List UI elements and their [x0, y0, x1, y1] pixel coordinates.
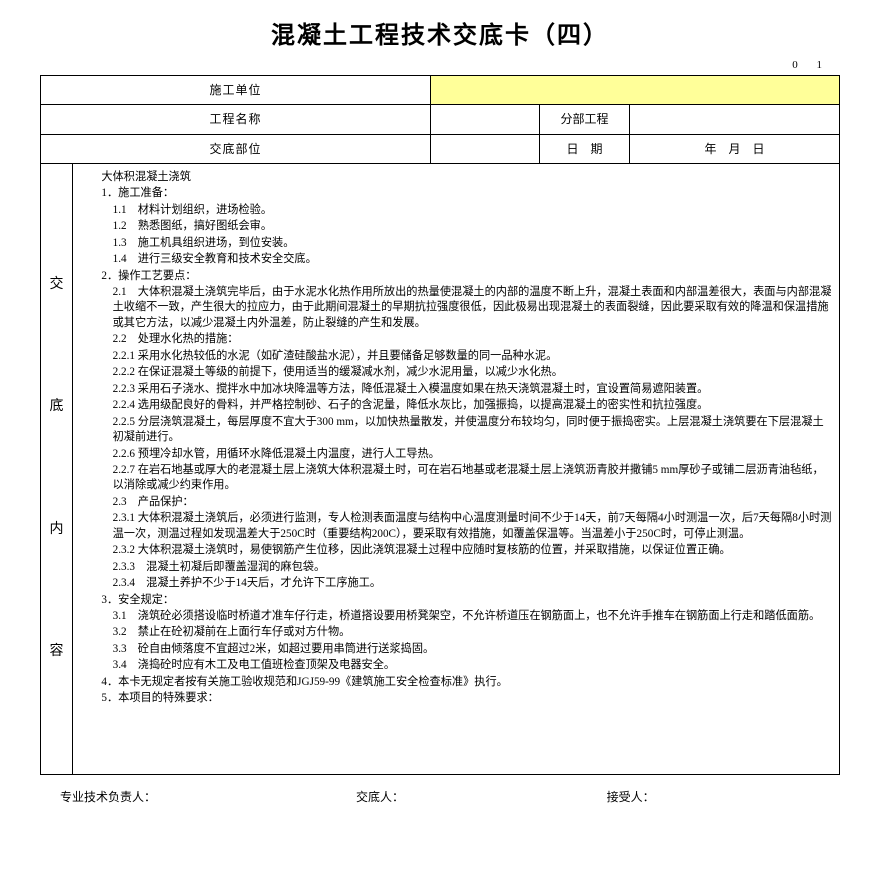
c-s2-2-1: 2.2.1 采用水化热较低的水泥（如矿渣硅酸盐水泥），并且要储备足够数量的同一品…	[79, 349, 833, 364]
vert-char-3: 内	[47, 521, 66, 540]
label-subproject: 分部工程	[540, 105, 630, 134]
c-s3-4: 3.4 浇捣砼时应有木工及电工值班检查顶架及电器安全。	[79, 658, 833, 673]
value-unit[interactable]	[430, 76, 839, 105]
page-title: 混凝土工程技术交底卡（四）	[40, 20, 840, 52]
c-s2-2-2: 2.2.2 在保证混凝土等级的前提下，使用适当的缓凝减水剂，减少水泥用量，以减少…	[79, 365, 833, 380]
c-s2-2-5: 2.2.5 分层浇筑混凝土，每层厚度不宜大于300 mm，以加快热量散发，并使温…	[79, 415, 833, 446]
c-s2: 2．操作工艺要点：	[79, 269, 833, 284]
c-s1: 1．施工准备：	[79, 186, 833, 201]
c-s3-3: 3.3 砼自由倾落度不宜超过2米，如超过要用串筒进行送浆捣固。	[79, 642, 833, 657]
row-project: 工程名称 分部工程	[41, 105, 840, 134]
label-part: 交底部位	[41, 134, 431, 163]
form-table: 施工单位 工程名称 分部工程 交底部位 日 期 年 月 日 交 底 内 容 大体…	[40, 75, 840, 775]
vertical-section-label: 交 底 内 容	[41, 163, 73, 774]
c-s4: 4．本卡无规定者按有关施工验收规范和JGJ59-99《建筑施工安全检查标准》执行…	[79, 675, 833, 690]
c-s2-3-3: 2.3.3 混凝土初凝后即覆盖湿润的麻包袋。	[79, 560, 833, 575]
c-s2-2-3: 2.2.3 采用石子浇水、搅拌水中加冰块降温等方法，降低混凝土入模温度如果在热天…	[79, 382, 833, 397]
value-project[interactable]	[430, 105, 539, 134]
content-heading: 大体积混凝土浇筑	[79, 170, 833, 185]
sig-received-by: 接受人：	[487, 789, 820, 805]
row-unit: 施工单位	[41, 76, 840, 105]
vert-char-2: 底	[47, 398, 66, 417]
c-s2-2-6: 2.2.6 预埋冷却水管，用循环水降低混凝土内温度，进行人工导热。	[79, 447, 833, 462]
c-s2-1: 2.1 大体积混凝土浇筑完毕后，由于水泥水化热作用所放出的热量使混凝土的内部的温…	[79, 285, 833, 331]
content-body: 大体积混凝土浇筑 1．施工准备： 1.1 材料计划组织，进场检验。 1.2 熟悉…	[73, 163, 840, 774]
c-s1-3: 1.3 施工机具组织进场，到位安装。	[79, 236, 833, 251]
c-s5: 5．本项目的特殊要求：	[79, 691, 833, 706]
c-s3: 3．安全规定：	[79, 593, 833, 608]
c-s3-1: 3.1 浇筑砼必须搭设临时桥道才准车仔行走，桥道搭设要用桥凳架空，不允许桥道压在…	[79, 609, 833, 624]
signature-row: 专业技术负责人： 交底人： 接受人：	[40, 775, 840, 805]
c-s2-3: 2.3 产品保护：	[79, 495, 833, 510]
vert-char-4: 容	[47, 643, 66, 662]
c-s2-3-2: 2.3.2 大体积混凝土浇筑时，易使钢筋产生位移，因此浇筑混凝土过程中应随时复核…	[79, 543, 833, 558]
c-s1-1: 1.1 材料计划组织，进场检验。	[79, 203, 833, 218]
sig-disclosed-by: 交底人：	[273, 789, 486, 805]
c-s2-2-4: 2.2.4 选用级配良好的骨料，并严格控制砂、石子的含泥量，降低水灰比，加强振捣…	[79, 398, 833, 413]
row-part: 交底部位 日 期 年 月 日	[41, 134, 840, 163]
value-date: 年 月 日	[630, 134, 840, 163]
label-project: 工程名称	[41, 105, 431, 134]
c-s2-3-1: 2.3.1 大体积混凝土浇筑后，必须进行监测，专人检测表面温度与结构中心温度测量…	[79, 511, 833, 542]
row-content: 交 底 内 容 大体积混凝土浇筑 1．施工准备： 1.1 材料计划组织，进场检验…	[41, 163, 840, 774]
page-number: 0 1	[40, 58, 840, 73]
c-s3-2: 3.2 禁止在砼初凝前在上面行车仔或对方什物。	[79, 625, 833, 640]
sig-tech-lead: 专业技术负责人：	[60, 789, 273, 805]
c-s2-3-4: 2.3.4 混凝土养护不少于14天后，才允许下工序施工。	[79, 576, 833, 591]
label-unit: 施工单位	[41, 76, 431, 105]
value-subproject[interactable]	[630, 105, 840, 134]
label-date: 日 期	[540, 134, 630, 163]
c-s1-4: 1.4 进行三级安全教育和技术安全交底。	[79, 252, 833, 267]
c-s2-2-7: 2.2.7 在岩石地基或厚大的老混凝土层上浇筑大体积混凝土时，可在岩石地基或老混…	[79, 463, 833, 494]
value-part[interactable]	[430, 134, 539, 163]
vert-char-1: 交	[47, 276, 66, 295]
c-s2-2: 2.2 处理水化热的措施：	[79, 332, 833, 347]
c-s1-2: 1.2 熟悉图纸，搞好图纸会审。	[79, 219, 833, 234]
